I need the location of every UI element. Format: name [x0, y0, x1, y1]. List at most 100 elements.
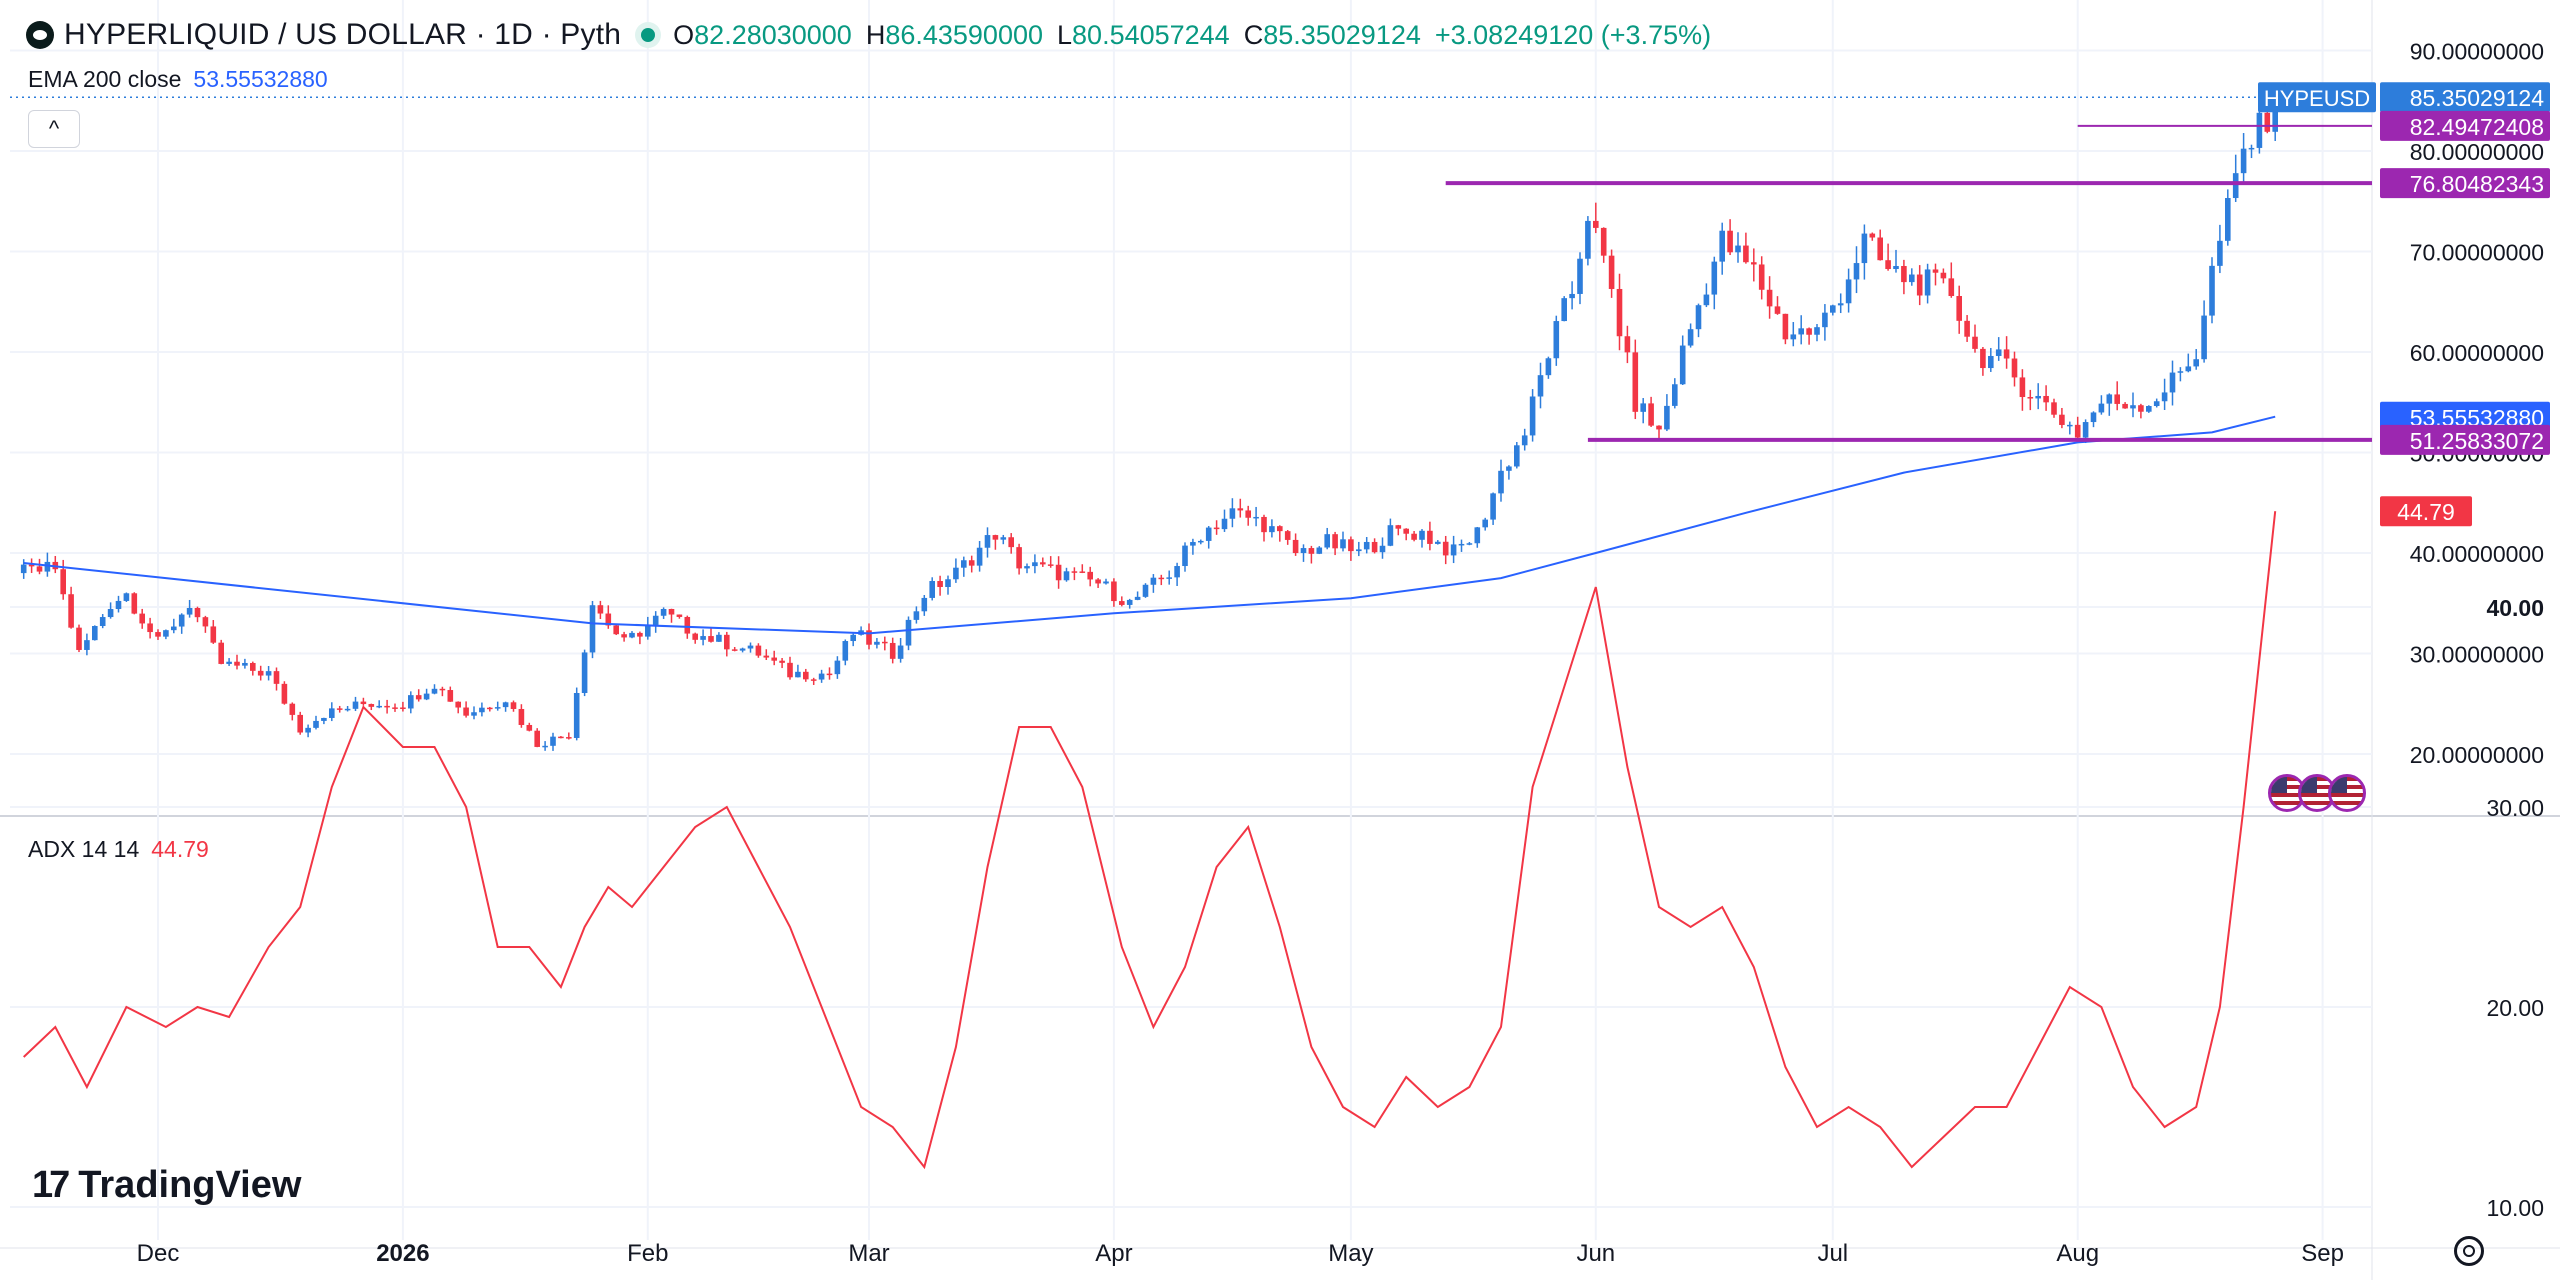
x-tick-label: Aug [2056, 1240, 2099, 1267]
adx-scale-label [2380, 496, 2472, 527]
symbol-legend[interactable]: HYPERLIQUID / US DOLLAR · 1D · Pyth O82.… [26, 18, 1711, 52]
candle-body [1782, 313, 1789, 340]
high-key: H [865, 19, 886, 50]
candle-body [1514, 445, 1520, 467]
adx-y-tick-label: 30.00 [2486, 795, 2544, 821]
candle-body [392, 707, 398, 709]
collapse-legend-button[interactable]: ^ [28, 110, 80, 148]
open-value: 82.28030000 [694, 19, 852, 50]
candle-body [1845, 279, 1852, 304]
price-scale-label-text: 82.49472408 [2410, 114, 2544, 140]
candle-body [242, 662, 248, 666]
x-tick-label: 2026 [376, 1240, 429, 1267]
candle-body [510, 702, 517, 709]
candle-body [937, 581, 943, 588]
candle-body [1719, 230, 1725, 262]
candle-body [882, 641, 888, 644]
gear-icon[interactable] [2454, 1236, 2484, 1266]
candle-body [1095, 579, 1101, 584]
candle-body [945, 579, 951, 588]
candle-body [913, 611, 920, 620]
candle-body [2067, 424, 2073, 427]
candle-body [1774, 306, 1781, 314]
candle-body [652, 615, 659, 625]
candle-body [1537, 375, 1544, 397]
candle-body [1711, 261, 1718, 295]
candle-body [2003, 349, 2010, 359]
candle-body [1055, 564, 1062, 581]
price-scale-label [2380, 424, 2550, 455]
candle-body [147, 623, 153, 633]
candle-body [1743, 245, 1749, 263]
ema-legend[interactable]: EMA 200 close 53.55532880 [28, 66, 328, 93]
tradingview-wordmark: TradingView [78, 1164, 302, 1206]
candle-body [1924, 269, 1931, 296]
candle-body [1932, 269, 1939, 273]
candle-body [1814, 327, 1820, 335]
chevron-up-icon: ^ [48, 116, 60, 141]
candle-body [842, 641, 849, 661]
candle-body [818, 673, 825, 680]
candle-body [400, 707, 406, 709]
adx-line[interactable] [23, 511, 2277, 1170]
candle-body [502, 702, 509, 708]
candle-body [1995, 349, 2002, 356]
candle-body [1885, 260, 1891, 270]
candle-body [1593, 220, 1599, 228]
candle-body [1174, 566, 1180, 578]
candle-body [107, 609, 114, 618]
candle-body [471, 712, 477, 716]
candle-body [1237, 508, 1244, 511]
candle-body [834, 660, 841, 675]
symbol-title[interactable]: HYPERLIQUID / US DOLLAR · 1D · Pyth [64, 18, 622, 51]
candle-body [566, 737, 572, 739]
candle-body [1047, 564, 1054, 566]
candle-body [708, 636, 714, 642]
candle-body [336, 708, 343, 710]
candle-body [1956, 296, 1962, 321]
candle-body [1205, 527, 1212, 541]
candle-body [297, 714, 303, 733]
candle-body [668, 608, 675, 615]
candle-body [1766, 289, 1773, 307]
candle-body [826, 673, 833, 676]
candle-body [573, 693, 580, 738]
candle-body [1458, 543, 1465, 546]
y-tick-label: 90.00000000 [2410, 39, 2544, 65]
candle-body [344, 708, 351, 711]
symbol-price-tag [2258, 82, 2376, 113]
candle-body [2161, 392, 2168, 402]
candle-body [1553, 321, 1560, 359]
us-flag-icon[interactable] [2328, 774, 2366, 812]
candle-body [1474, 527, 1481, 544]
economic-events[interactable] [2268, 774, 2366, 812]
price-scale-label-text: 85.35029124 [2410, 85, 2545, 111]
candle-body [2090, 412, 2097, 423]
candle-body [1498, 470, 1504, 494]
candle-body [921, 597, 928, 612]
candle-body [1182, 545, 1188, 567]
candle-body [1024, 566, 1030, 569]
candle-body [2177, 371, 2184, 373]
candle-body [1521, 435, 1528, 446]
candle-body [589, 605, 596, 653]
candle-body [257, 670, 264, 676]
candle-body [1901, 266, 1907, 283]
tradingview-logo[interactable]: 17 TradingView [32, 1164, 301, 1207]
candle-body [376, 705, 382, 708]
candle-body [76, 627, 82, 650]
candle-body [953, 567, 959, 580]
candle-body [716, 634, 722, 642]
candle-body [1103, 581, 1109, 584]
candle-body [739, 648, 746, 651]
candle-body [1071, 571, 1078, 573]
candle-body [889, 642, 896, 659]
candle-body [1229, 508, 1236, 519]
candle-body [897, 645, 904, 659]
candle-series[interactable] [20, 88, 2278, 751]
candle-body [1695, 305, 1702, 330]
adx-legend[interactable]: ADX 14 14 44.79 [28, 836, 209, 863]
candle-body [305, 727, 311, 733]
y-tick-label: 70.00000000 [2410, 240, 2544, 266]
